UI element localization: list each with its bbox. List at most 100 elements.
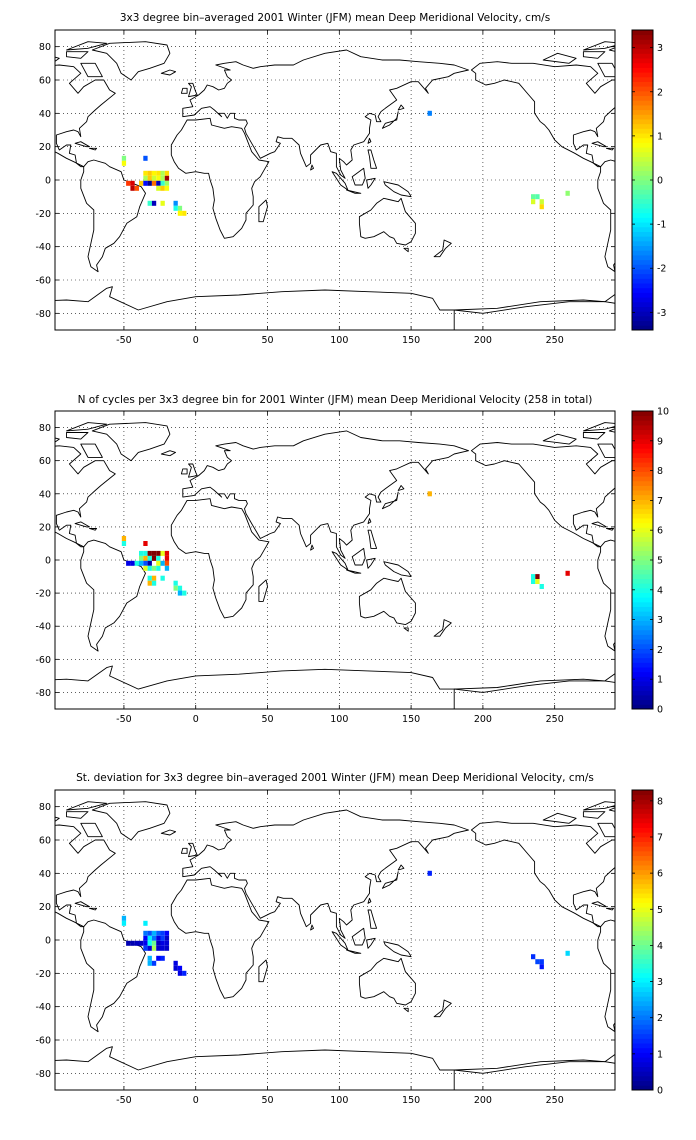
colorbar-tick-label: -2 (657, 264, 666, 275)
island-coastline (180, 847, 188, 854)
data-cell (139, 555, 144, 561)
x-tick-label: 250 (546, 1095, 564, 1106)
colorbar-tick-label: 0 (657, 1086, 663, 1097)
colorbar-swatch (632, 818, 653, 824)
data-cell (151, 170, 157, 176)
data-cell (160, 175, 165, 181)
colorbar-swatch (632, 888, 653, 894)
island-coastline (582, 41, 615, 51)
y-tick-label: 80 (39, 423, 51, 434)
data-cell (156, 930, 161, 936)
data-cell (147, 580, 152, 586)
data-cell (147, 550, 152, 556)
island-coastline (180, 87, 188, 94)
coastline (80, 159, 146, 273)
island-coastline (542, 812, 577, 824)
island-coastline (678, 451, 692, 456)
colorbar-tick-label: 8 (657, 796, 663, 807)
colorbar-tick-label: 7 (657, 496, 663, 507)
y-tick-label: 20 (39, 142, 51, 153)
colorbar-gradient (632, 411, 653, 710)
data-cell (156, 175, 161, 181)
colorbar-swatch (632, 44, 653, 50)
x-tick-label: 0 (193, 335, 199, 346)
island-coastline (597, 443, 615, 458)
data-cell (535, 959, 540, 965)
y-tick-label: 20 (39, 902, 51, 913)
colorbar-swatch (632, 874, 653, 880)
island-coastline (381, 871, 399, 889)
coastline (170, 877, 270, 999)
data-cell (177, 590, 183, 596)
colorbar-swatch (632, 72, 653, 78)
colorbar-swatch (632, 105, 653, 111)
data-cell (164, 565, 170, 571)
colorbar-swatch (632, 690, 653, 696)
colorbar-gradient (632, 790, 653, 1091)
data-cell (156, 955, 161, 961)
colorbar-swatch (632, 480, 653, 486)
y-tick-label: -80 (35, 1069, 51, 1080)
data-cell (121, 155, 127, 161)
coastline (80, 919, 146, 1033)
colorbar-swatch (632, 194, 653, 200)
colorbar-swatch (632, 916, 653, 922)
x-tick-label: 150 (402, 335, 420, 346)
y-axis-ticks: 80 60 40 20 0 -20 -40 -60 -80 (35, 42, 615, 320)
island-coastline (403, 1007, 409, 1013)
data-cell (164, 940, 170, 946)
coastline (597, 919, 615, 1033)
colorbar-swatch (632, 629, 653, 635)
coastline-layer (55, 41, 615, 330)
colorbar-swatch (632, 1029, 653, 1035)
colorbar-swatch (632, 151, 653, 157)
colorbar-swatch (632, 236, 653, 242)
colorbar-tick-label: 8 (657, 466, 663, 477)
data-cell (121, 160, 127, 166)
y-tick-label: 0 (45, 936, 51, 947)
colorbar-swatch (632, 822, 653, 828)
data-cell (121, 920, 127, 926)
x-axis-ticks: -50 0 50 100 150 200 250 (116, 30, 564, 346)
x-tick-label: 150 (402, 714, 420, 725)
coastline (80, 539, 146, 652)
colorbar-swatch (632, 420, 653, 426)
colorbar-swatch (632, 893, 653, 899)
panel-title: St. deviation for 3x3 degree bin–average… (76, 772, 594, 784)
coastline (453, 1053, 615, 1090)
data-cell (160, 185, 165, 191)
colorbar-tick-label: 5 (657, 556, 663, 567)
colorbar-swatch (632, 513, 653, 519)
colorbar-swatch (632, 799, 653, 805)
island-coastline (180, 468, 188, 475)
data-cell (160, 170, 165, 176)
data-cell (147, 955, 152, 961)
data-cell (143, 155, 148, 161)
coastline (55, 445, 116, 548)
colorbar-swatch (632, 212, 653, 218)
data-cell (156, 550, 161, 556)
data-cell (539, 964, 544, 970)
colorbar-swatch (632, 119, 653, 125)
colorbar-tick-label: 9 (657, 436, 663, 447)
island-coastline (403, 247, 409, 253)
island-coastline (89, 147, 98, 151)
y-tick-label: 0 (45, 176, 51, 187)
panel-title: N of cycles per 3x3 degree bin for 2001 … (78, 394, 593, 406)
island-coastline (366, 937, 376, 949)
colorbar-swatch (632, 1000, 653, 1007)
map-grid (55, 790, 615, 1090)
colorbar-swatch (632, 657, 653, 663)
colorbar-swatch (632, 490, 653, 496)
colorbar-swatch (632, 1019, 653, 1025)
data-cell (164, 945, 170, 951)
island-coastline (542, 52, 577, 64)
x-tick-label: 200 (474, 1095, 492, 1106)
colorbar-swatch (632, 897, 653, 903)
data-cell (173, 205, 178, 211)
colorbar-swatch (632, 161, 653, 167)
colorbar-swatch (632, 573, 653, 580)
island-coastline (310, 924, 314, 931)
island-coastline (591, 141, 607, 148)
